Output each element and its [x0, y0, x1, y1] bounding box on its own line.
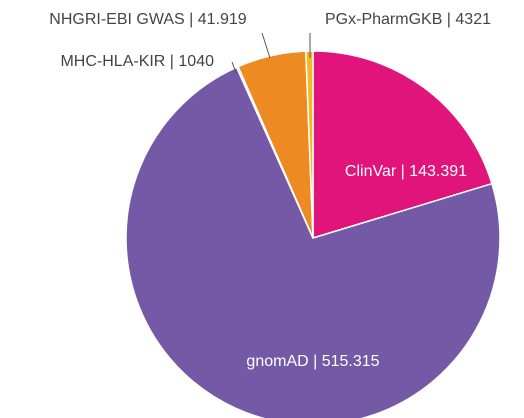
label-value: 143.391	[409, 163, 467, 180]
slice-label: MHC-HLA-KIR | 1040	[60, 53, 214, 70]
slice-label: gnomAD | 515.315	[246, 353, 379, 370]
pie-slice	[125, 66, 501, 418]
slice-label: NHGRI-EBI GWAS | 41.919	[49, 11, 247, 28]
label-value: 4321	[455, 11, 491, 28]
label-separator: |	[396, 163, 409, 180]
label-separator: |	[309, 353, 322, 370]
label-name: NHGRI-EBI GWAS	[49, 11, 184, 28]
label-separator: |	[165, 53, 178, 70]
leader-line	[231, 61, 237, 74]
label-separator: |	[185, 11, 198, 28]
label-name: ClinVar	[345, 163, 397, 180]
label-value: 41.919	[198, 11, 247, 28]
slice-label: PGx-PharmGKB | 4321	[325, 11, 491, 28]
pie-slice	[312, 50, 493, 240]
label-name: MHC-HLA-KIR	[60, 53, 165, 70]
label-value: 1040	[178, 53, 214, 70]
slice-label: ClinVar | 143.391	[345, 163, 467, 180]
label-value: 515.315	[322, 353, 380, 370]
leader-line	[261, 32, 271, 59]
pie-slice	[305, 50, 314, 239]
label-name: gnomAD	[246, 353, 308, 370]
label-name: PGx-PharmGKB	[325, 11, 442, 28]
label-separator: |	[442, 11, 455, 28]
